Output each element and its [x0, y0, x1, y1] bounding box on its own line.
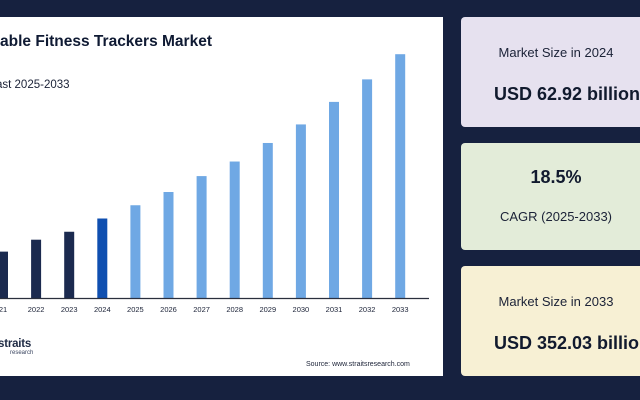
chart-panel: 21 2022 2023 2024 2025 2026 2027 2028 2029 2030 20…	[0, 17, 443, 376]
card-value: 18.5%	[530, 167, 582, 187]
x-tick-label: 2026	[160, 305, 177, 314]
source-note: Source: www.straitsresearch.com	[306, 361, 410, 368]
card-label: Market Size in 2033	[498, 294, 614, 309]
x-tick-label: 2032	[359, 305, 376, 314]
x-tick-label: 2031	[326, 305, 343, 314]
chart-subtitle: ast 2025-2033	[0, 79, 70, 91]
bar-2025	[130, 205, 141, 298]
bar-2030	[295, 124, 306, 298]
bar-2023	[64, 231, 75, 298]
x-tick-label: 2033	[392, 305, 409, 314]
bar-2033	[395, 54, 406, 299]
x-tick-label: 2028	[226, 305, 243, 314]
bar-chart: 21 2022 2023 2024 2025 2026 2027 2028 2029 2030 20…	[0, 54, 429, 314]
cagr-card: 18.5% CAGR (2025-2033)	[461, 143, 640, 250]
bar-2026	[163, 192, 174, 298]
bar-2027	[196, 176, 207, 298]
x-tick-label: 2022	[28, 305, 45, 314]
logo-sub-text: research	[10, 350, 34, 356]
x-tick-label: 21	[0, 305, 7, 314]
x-tick-label: 2027	[193, 305, 210, 314]
x-tick-label: 2023	[61, 305, 78, 314]
card-value: USD 352.03 billion	[494, 333, 640, 353]
card-label: Market Size in 2024	[498, 45, 614, 60]
bar-2022	[31, 239, 42, 298]
chart-title: rable Fitness Trackers Market	[0, 33, 212, 50]
x-tick-label: 2024	[94, 305, 111, 314]
straits-research-logo: straits research	[0, 338, 34, 357]
market-size-2024-card: Market Size in 2024 USD 62.92 billion	[461, 17, 640, 127]
x-tick-label: 2025	[127, 305, 144, 314]
bar-2029	[262, 142, 273, 298]
x-tick-label: 2030	[293, 305, 310, 314]
bar-2024	[97, 218, 108, 298]
bar-2032	[362, 79, 373, 298]
bar-2031	[329, 101, 339, 299]
card-label: CAGR (2025-2033)	[500, 209, 612, 224]
bar-2028	[229, 161, 240, 298]
bar-21	[0, 251, 8, 298]
x-tick-label: 2029	[259, 305, 276, 314]
card-value: USD 62.92 billion	[494, 84, 640, 104]
logo-main-text: straits	[0, 338, 32, 350]
market-size-2033-card: Market Size in 2033 USD 352.03 billion	[461, 266, 640, 376]
